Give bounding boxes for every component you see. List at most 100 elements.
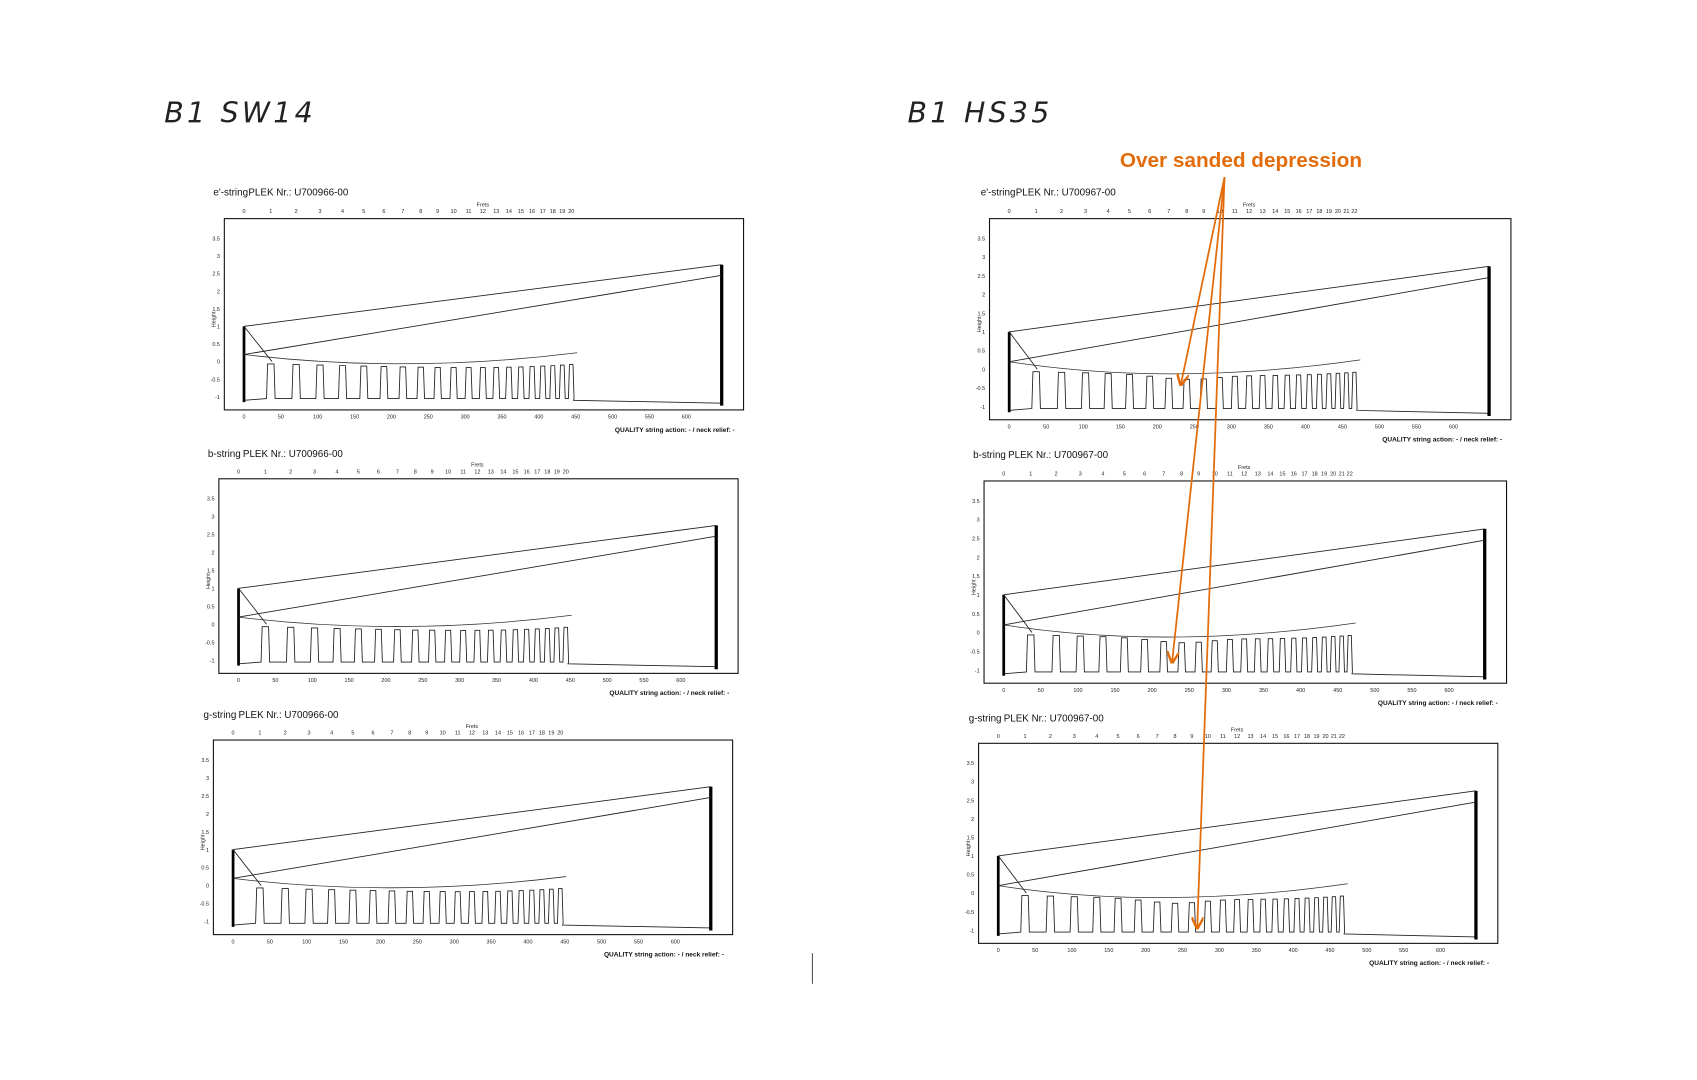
y-tick-label: 3.5 <box>207 497 215 503</box>
x-tick-label: 250 <box>1185 688 1194 694</box>
string-name: g-string <box>969 713 1002 724</box>
fret-label: 17 <box>529 731 535 737</box>
plot-frame <box>983 480 1508 684</box>
fret-label: 13 <box>482 731 488 737</box>
x-tick-label: 500 <box>1375 425 1384 431</box>
fret-label: 0 <box>1002 472 1005 478</box>
x-tick-label: 400 <box>529 678 538 684</box>
x-tick-label: 450 <box>1333 688 1342 694</box>
fret-label: 18 <box>550 209 556 215</box>
y-tick-label: 2 <box>206 812 209 818</box>
fret-label: 13 <box>1255 472 1261 478</box>
frets-title: Frets <box>471 463 484 469</box>
x-tick-label: 350 <box>1259 688 1268 694</box>
y-title: Height <box>966 840 972 856</box>
fret-label: 11 <box>455 731 461 737</box>
y-tick-label: 3 <box>977 518 980 524</box>
x-tick-label: 500 <box>1370 688 1379 694</box>
nut-line <box>1003 594 1033 633</box>
fret-label: 11 <box>460 469 466 475</box>
plot-frame <box>212 739 734 936</box>
y-tick-label: 3 <box>206 776 209 782</box>
string-line <box>1003 539 1485 626</box>
y-tick-label: 0.5 <box>201 866 209 872</box>
y-tick-label: 2.5 <box>967 798 975 804</box>
fret-label: 13 <box>493 209 499 215</box>
x-tick-label: 100 <box>302 939 311 945</box>
frets-title: Frets <box>1231 727 1244 733</box>
y-tick-label: -1 <box>975 668 980 674</box>
fret-label: 2 <box>295 209 298 215</box>
footer: QUALITY string action: - / neck relief: … <box>604 951 724 958</box>
handwritten-label: B1 SW14 <box>164 96 316 129</box>
fret-label: 0 <box>997 734 1000 740</box>
fret-label: 17 <box>1294 734 1300 740</box>
x-tick-label: 350 <box>1264 425 1273 431</box>
x-tick-label: 400 <box>523 939 532 945</box>
footer: QUALITY string action: - / neck relief: … <box>615 427 735 434</box>
fret-label: 11 <box>1232 209 1238 215</box>
x-tick-label: 600 <box>682 415 691 421</box>
fret-label: 17 <box>1306 209 1312 215</box>
x-tick-label: 450 <box>571 415 580 421</box>
relief-line <box>998 883 1348 899</box>
fret-label: 18 <box>1312 472 1318 478</box>
fret-label: 16 <box>1296 209 1302 215</box>
footer: QUALITY string action: - / neck relief: … <box>1382 437 1502 444</box>
y-tick-label: 3 <box>211 515 214 521</box>
y-tick-label: 1 <box>217 325 220 331</box>
fret-label: 2 <box>1055 472 1058 478</box>
fret-label: 1 <box>264 469 267 475</box>
x-tick-label: 200 <box>376 939 385 945</box>
x-tick-label: 250 <box>1190 425 1199 431</box>
x-tick-label: 50 <box>267 939 273 945</box>
x-tick-label: 0 <box>237 678 240 684</box>
fret-label: 14 <box>500 469 506 475</box>
x-tick-label: 350 <box>492 678 501 684</box>
plot-frame <box>223 218 745 411</box>
x-tick-label: 200 <box>1153 425 1162 431</box>
fret-label: 1 <box>258 731 261 737</box>
fret-label: 12 <box>474 469 480 475</box>
fret-label: 15 <box>1272 734 1278 740</box>
fret-profile <box>1003 634 1485 678</box>
fret-label: 4 <box>330 731 333 737</box>
x-tick-label: 400 <box>534 415 543 421</box>
fret-label: 14 <box>1267 472 1273 478</box>
x-tick-label: 0 <box>997 948 1000 954</box>
fret-label: 5 <box>351 731 354 737</box>
x-tick-label: 400 <box>1289 948 1298 954</box>
x-tick-label: 400 <box>1296 688 1305 694</box>
fret-label: 12 <box>1241 472 1247 478</box>
fret-label: 16 <box>518 731 524 737</box>
fret-label: 19 <box>559 209 565 215</box>
fret-label: 10 <box>1217 209 1223 215</box>
y-title: Height <box>206 573 212 589</box>
fret-label: 21 <box>1339 472 1345 478</box>
plek-number: PLEK Nr.: U700967-00 <box>1008 450 1109 461</box>
y-tick-label: 1.5 <box>967 836 975 842</box>
fret-label: 13 <box>488 469 494 475</box>
x-tick-label: 300 <box>1227 425 1236 431</box>
fret-label: 10 <box>451 209 457 215</box>
fret-label: 7 <box>1162 472 1165 478</box>
fret-profile <box>998 895 1476 938</box>
y-tick-label: 0 <box>977 631 980 637</box>
y-tick-label: -0.5 <box>211 377 220 383</box>
fret-label: 18 <box>1304 734 1310 740</box>
string-line <box>243 274 722 355</box>
fret-label: 15 <box>512 469 518 475</box>
y-tick-label: 1 <box>971 854 974 860</box>
fret-label: 2 <box>289 469 292 475</box>
fret-profile <box>243 363 722 404</box>
fret-label: 7 <box>390 731 393 737</box>
x-tick-label: 0 <box>1002 688 1005 694</box>
x-tick-label: 450 <box>566 678 575 684</box>
string-line <box>1003 528 1485 596</box>
x-tick-label: 300 <box>1215 948 1224 954</box>
x-tick-label: 50 <box>1043 425 1049 431</box>
